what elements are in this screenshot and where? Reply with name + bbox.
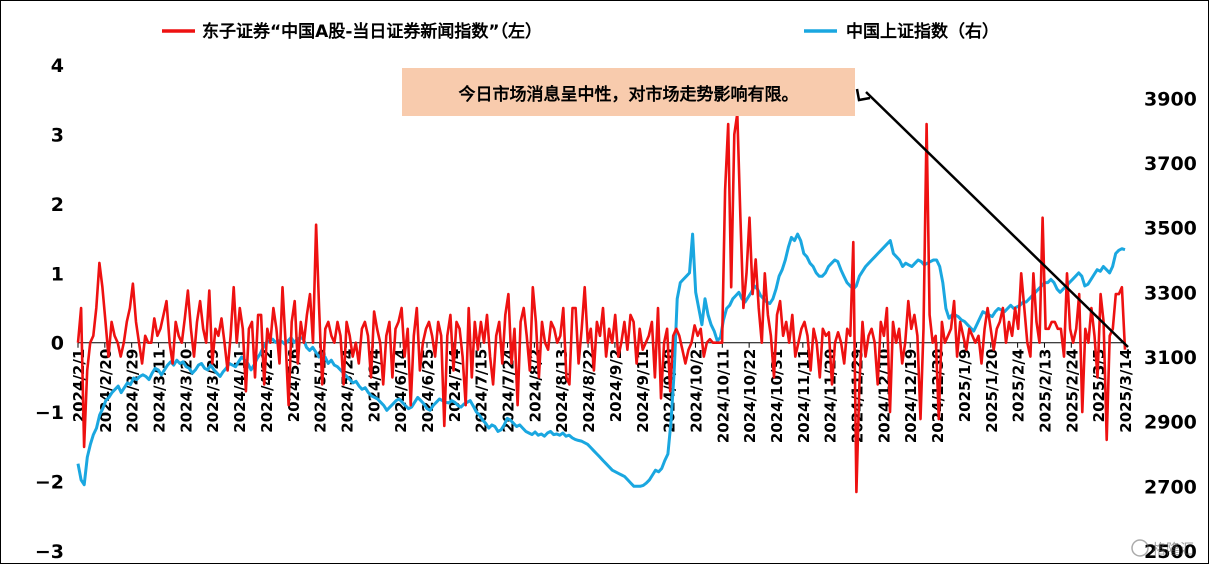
- x-tick-label: 2024/3/11: [151, 349, 169, 433]
- right-tick-label: 3500: [1144, 218, 1197, 240]
- x-tick-label: 2024/9/2: [607, 349, 625, 423]
- right-tick-label: 3300: [1144, 282, 1197, 304]
- left-tick-label: −3: [35, 541, 64, 563]
- left-tick-label: 2: [51, 194, 64, 216]
- x-tick-label: 2024/7/24: [500, 349, 518, 433]
- series-line-sse-index: [76, 232, 1126, 488]
- x-tick-label: 2024/10/31: [768, 349, 786, 443]
- x-tick-label: 2024/7/4: [446, 349, 464, 423]
- x-tick-label: 2024/9/11: [634, 349, 652, 433]
- arrow-shaft: [865, 91, 1129, 348]
- x-tick-label: 2024/4/22: [258, 349, 276, 433]
- x-tick-label: 2024/10/22: [741, 349, 759, 443]
- x-tick-label: 2025/1/20: [983, 349, 1001, 433]
- x-tick-label: 2024/11/11: [795, 349, 813, 443]
- left-tick-label: 4: [51, 55, 64, 77]
- legend: 东子证券“中国A股-当日证券新闻指数”（左） 中国上证指数（右）: [162, 21, 999, 42]
- legend-label-news-index: 东子证券“中国A股-当日证券新闻指数”（左）: [202, 21, 542, 42]
- right-axis: 2500 2700 2900 3100 3300 3500 3700 3900: [1144, 88, 1197, 563]
- right-tick-label: 3900: [1144, 88, 1197, 110]
- left-tick-label: 3: [51, 124, 64, 146]
- annotation-text: 今日市场消息呈中性，对市场走势影响有限。: [458, 84, 799, 105]
- x-tick-label: 2024/5/15: [312, 349, 330, 433]
- x-tick-label: 2024/12/19: [902, 349, 920, 443]
- left-tick-label: 1: [51, 263, 64, 285]
- x-tick-label: 2024/8/13: [553, 349, 571, 433]
- right-tick-label: 3700: [1144, 153, 1197, 175]
- x-tick-label: 2024/11/29: [849, 349, 867, 443]
- right-tick-label: 2500: [1144, 541, 1197, 563]
- x-tick-label: 2024/3/20: [177, 349, 195, 433]
- x-tick-label: 2025/2/24: [1063, 349, 1081, 433]
- right-tick-label: 3100: [1144, 347, 1197, 369]
- left-tick-label: −1: [35, 402, 64, 424]
- right-tick-label: 2900: [1144, 412, 1197, 434]
- x-tick-label: 2025/2/13: [1036, 349, 1054, 433]
- x-tick-label: 2024/6/25: [419, 349, 437, 433]
- x-tick-label: 2025/3/14: [1117, 349, 1135, 433]
- left-tick-label: 0: [51, 333, 64, 355]
- arrow-head: [855, 88, 871, 102]
- watermark-logo-icon: [1131, 539, 1149, 557]
- watermark-text: 格隆汇: [1152, 542, 1194, 558]
- series-line-news-index: [76, 112, 1127, 494]
- annotation-callout: 今日市场消息呈中性，对市场走势影响有限。: [402, 68, 855, 116]
- legend-label-sse-index: 中国上证指数（右）: [846, 21, 999, 42]
- x-tick-label: 2025/1/9: [956, 349, 974, 423]
- x-tick-label: 2024/2/29: [124, 349, 142, 433]
- left-tick-label: −2: [35, 472, 64, 494]
- left-axis: −3 −2 −1 0 1 2 3 4: [35, 55, 64, 563]
- watermark: 格隆汇: [1131, 539, 1194, 558]
- annotation-arrow: [855, 88, 1129, 348]
- x-tick-label: 2025/2/4: [1010, 349, 1028, 423]
- x-tick-label: 2024/10/2: [687, 349, 705, 433]
- series-layer: [76, 112, 1127, 494]
- right-tick-label: 2700: [1144, 476, 1197, 498]
- x-tick-label: 2024/11/20: [822, 349, 840, 443]
- x-tick-label: 2024/10/11: [714, 349, 732, 443]
- x-tick-label: 2024/6/14: [392, 349, 410, 433]
